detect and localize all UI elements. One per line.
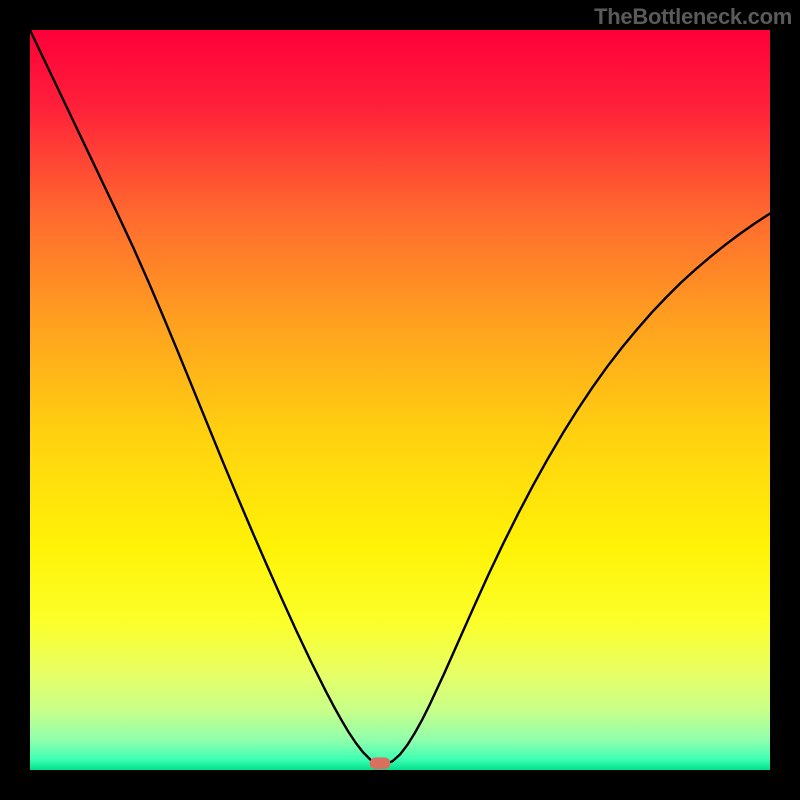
- chart-frame: TheBottleneck.com: [0, 0, 800, 800]
- gradient-background: [30, 30, 770, 770]
- optimal-point: [370, 757, 391, 769]
- watermark-text: TheBottleneck.com: [594, 4, 792, 30]
- chart-svg: [30, 30, 770, 770]
- plot-area: [30, 30, 770, 770]
